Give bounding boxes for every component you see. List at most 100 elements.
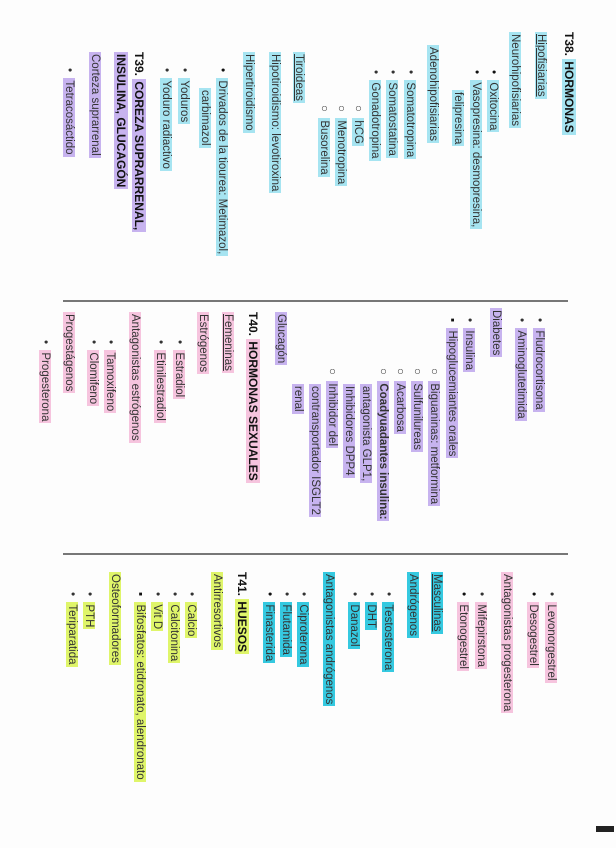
- list-item-bifosfatos: ▪ Bifosfatos: etidronato, alendronato: [133, 592, 147, 782]
- neurohipofisiarias-label: Neurohipofisiarias: [509, 32, 521, 129]
- item-label: Aminoglutetimida: [515, 328, 527, 421]
- item-label: Clomifeno: [87, 350, 99, 407]
- bullet-icon: •: [382, 592, 394, 603]
- antirresortivos-label: Antirresortivos: [211, 572, 223, 650]
- item-label: Ciproterona: [297, 602, 309, 667]
- bullet-icon: •: [545, 592, 557, 603]
- hipertiroidismo-heading: Hipertiroidismo: [242, 52, 256, 133]
- femeninas-label: Femeninas: [222, 312, 234, 373]
- t38-heading: T38. HORMONAS: [562, 32, 576, 135]
- osteoformadores-label: Osteoformadores: [109, 572, 121, 665]
- circle-bullet-icon: ○: [428, 368, 440, 382]
- list-item-sglt2: contransportador ISGLT2: [308, 384, 322, 517]
- list-item-glp1: antagonista GLP1,: [359, 384, 373, 484]
- item-label: Estradiol: [173, 350, 185, 400]
- list-item-mifepristona: • Mifepirstona: [474, 592, 488, 670]
- bullet-icon: •: [475, 592, 487, 603]
- t38-title: HORMONAS: [562, 59, 576, 135]
- bullet-icon: •: [487, 70, 499, 81]
- masculinas-heading: Masculinas: [430, 572, 444, 634]
- t39-heading-line2: INSULINA, GLUCAGÓN: [114, 52, 128, 190]
- t40-number: T40.: [246, 312, 260, 337]
- list-item-dpp4: Inhibidores DPP4: [342, 384, 356, 478]
- item-label: Menotropina: [335, 118, 347, 187]
- item-label: Vasopresina: desmopresina,: [470, 80, 482, 230]
- item-label: Etonogestrel: [457, 602, 469, 671]
- t41-heading: T41. HUESOS: [235, 572, 249, 655]
- circle-bullet-icon: ○: [394, 368, 406, 382]
- item-label: Etinilestradiol: [154, 350, 166, 423]
- androgenos-heading: Andrógenos: [406, 572, 420, 639]
- list-item-progesterona: • Progesterona: [38, 340, 52, 424]
- t40-title: HORMONAS SEXUALES: [246, 339, 260, 483]
- bullet-icon: •: [87, 340, 99, 351]
- list-item-calcitonina: • Calcitonina: [167, 592, 181, 664]
- progestagenos-heading: Progestágenos: [62, 312, 76, 394]
- list-item-tamoxifeno: • Tamoxifeno: [103, 340, 117, 414]
- bullet-icon: •: [404, 70, 416, 81]
- bullet-icon: •: [39, 340, 51, 351]
- hipotiroidismo-line: Hipotiroidismo: levotiroxina: [268, 52, 282, 194]
- tiroideas-heading: Tiroideas: [292, 52, 306, 103]
- list-item-menotropina: ○ Menotropina: [334, 105, 348, 187]
- antag-progesterona-label: Antagonistas progesterona: [501, 572, 513, 714]
- hipotiroidismo-label: Hipotiroidismo: levotiroxina: [269, 52, 281, 194]
- bullet-icon: •: [104, 340, 116, 351]
- item-label: Yoduros: [178, 78, 190, 125]
- bullet-icon: •: [154, 340, 166, 351]
- item-label: Flutamida: [280, 602, 292, 657]
- bullet-icon: •: [365, 592, 377, 603]
- adenohipofisiarias-heading: Adenohipofisiarias: [426, 45, 440, 143]
- list-item-tetracosactido: • Tetracosáctido: [62, 68, 76, 157]
- item-label: Somatostatina: [386, 80, 398, 158]
- item-label: carbimazol: [199, 88, 211, 148]
- item-label: Tamoxifeno: [104, 350, 116, 414]
- estrogenos-label: Estrógenos: [197, 312, 209, 375]
- osteoformadores-heading: Osteoformadores: [108, 572, 122, 665]
- bullet-icon: •: [63, 68, 75, 79]
- femeninas-heading: Femeninas: [221, 312, 235, 373]
- item-label: contransportador ISGLT2: [309, 384, 321, 517]
- item-label: antagonista GLP1,: [360, 384, 372, 484]
- item-label: Levonorgestrel: [545, 602, 557, 683]
- t39-title-line1: COREZA SUPRARRENAL,: [132, 79, 146, 233]
- t41-title: HUESOS: [235, 599, 249, 655]
- diabetes-label: Diabetes: [490, 308, 502, 358]
- list-item-carbimazol: carbimazol: [198, 88, 212, 148]
- list-item-desogestrel: • Desogestrel: [526, 592, 540, 668]
- item-label: Hipoglucemiantes orales: [446, 328, 458, 459]
- item-label: Inhibidores DPP4: [343, 384, 355, 478]
- list-item-finasterida: • Finasterida: [262, 592, 276, 664]
- list-item-hcg: ○ hCG: [351, 105, 365, 146]
- list-item-hipoglucemiantes: ▪ Hipoglucemiantes orales: [445, 318, 459, 459]
- list-item-somatostatina: • Somatostatina: [385, 70, 399, 158]
- bullet-icon: •: [178, 68, 190, 79]
- circle-bullet-icon: ○: [377, 368, 389, 382]
- item-label: PTH: [83, 602, 95, 630]
- list-item-fludrocortisona: • Fludrocortisona: [532, 318, 546, 412]
- circle-bullet-icon: ○: [318, 105, 330, 119]
- antag-estrogenos-heading: Antagonistas estrógenos: [128, 312, 142, 443]
- bullet-icon: •: [297, 592, 309, 603]
- bullet-icon: •: [216, 68, 228, 79]
- list-item-calcio: • Calcio: [184, 592, 198, 639]
- corteza-heading: Corteza suprarrenal: [88, 52, 102, 158]
- item-label: felipresina: [452, 90, 464, 147]
- antag-androgenos-label: Antagonistas andrógenos: [323, 572, 335, 707]
- list-item-sulfunilureas: ○ Sulfunilureas: [410, 368, 424, 452]
- bullet-icon: •: [160, 68, 172, 79]
- t40-heading: T40. HORMONAS SEXUALES: [246, 312, 260, 483]
- item-label: renal: [292, 384, 304, 414]
- bullet-icon: •: [533, 318, 545, 329]
- list-item-felipresina: felipresina: [451, 90, 465, 147]
- list-item-biguaninas: ○ Biguaninas: metformina: [427, 368, 441, 507]
- bullet-icon: •: [515, 318, 527, 329]
- list-item-estradiol: • Estradiol: [172, 340, 186, 400]
- item-label: Finasterida: [263, 602, 275, 664]
- bullet-icon: •: [151, 592, 163, 603]
- bullet-icon: •: [263, 592, 275, 603]
- column-separator: [63, 300, 568, 302]
- item-label: Busorelina: [318, 118, 330, 177]
- item-label: Calcitonina: [168, 602, 180, 664]
- bullet-icon: •: [527, 592, 539, 603]
